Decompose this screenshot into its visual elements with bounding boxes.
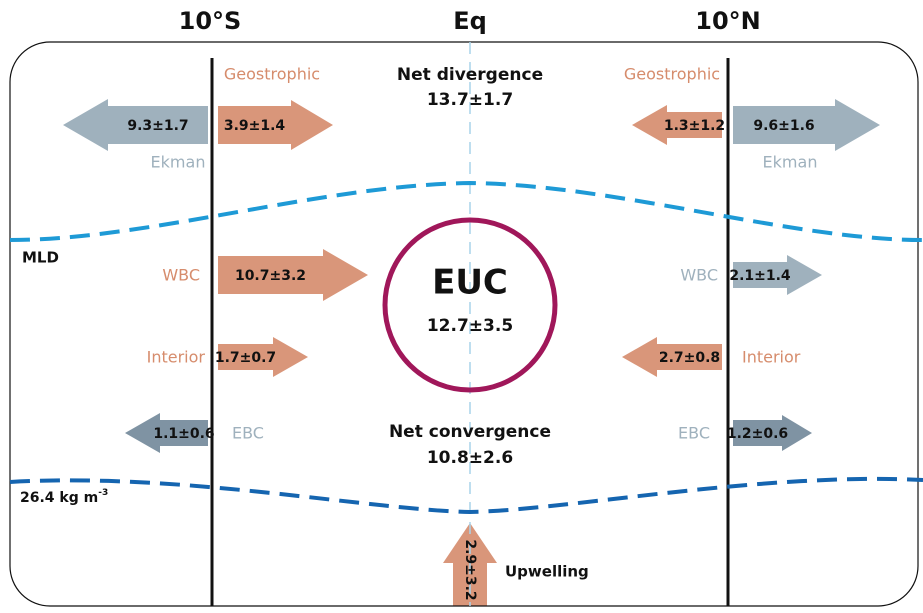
arrows: 9.3±1.7 3.9±1.4 1.3±1.2 9.6±1.6 10.7±3.2 2.1±… [63, 99, 880, 606]
flow-arrow [218, 337, 308, 377]
flow-arrow [218, 249, 368, 301]
mld-label: MLD [22, 249, 59, 267]
euc-label: EUC [432, 263, 508, 303]
euc-value: 12.7±3.5 [427, 316, 513, 336]
convergence-label: Net convergence [389, 422, 551, 442]
flow-label: Geostrophic [624, 65, 720, 84]
flow-value: 10.7±3.2 [235, 268, 306, 284]
flow-arrow [733, 415, 812, 451]
flow-value: 2.7±0.8 [659, 350, 720, 366]
flow-label: Ekman [763, 153, 818, 172]
isopycnal-exponent: -3 [98, 488, 108, 498]
flow-label: Geostrophic [224, 65, 320, 84]
lat-label: 10°S [179, 7, 242, 35]
isopycnal-label: 26.4 kg m-3 [20, 488, 108, 507]
frame [9, 41, 919, 607]
flow-arrow [632, 105, 722, 145]
divergence-label: Net divergence [397, 65, 543, 85]
flow-arrow [733, 255, 822, 295]
flow-value: 1.3±1.2 [664, 118, 725, 134]
flow-label: EBC [232, 424, 264, 443]
isopycnal-curve [9, 476, 923, 515]
upwelling-value: 2.9±3.2 [462, 539, 478, 600]
euc-circle [382, 217, 558, 393]
flow-label: Interior [147, 348, 206, 367]
divergence-value: 13.7±1.7 [427, 90, 513, 110]
flow-value: 1.1±0.6 [153, 426, 214, 442]
isopycnal-text: 26.4 kg m [20, 490, 98, 506]
flow-arrow [733, 99, 880, 151]
flow-value: 3.9±1.4 [224, 118, 286, 134]
flow-value: 1.2±0.6 [727, 426, 788, 442]
flow-arrow [125, 413, 208, 453]
flow-arrow [218, 100, 333, 150]
flow-value: 2.1±1.4 [729, 268, 791, 284]
lat-label: Eq [453, 7, 487, 35]
upwelling-label: Upwelling [505, 563, 589, 581]
flow-label: Interior [742, 348, 801, 367]
flow-arrow [63, 99, 208, 151]
mld-curve [9, 180, 923, 242]
lat-label: 10°N [695, 7, 760, 35]
convergence-value: 10.8±2.6 [427, 448, 513, 468]
flow-label: Ekman [151, 153, 206, 172]
flow-arrow [622, 337, 722, 377]
flow-value: 9.3±1.7 [127, 118, 188, 134]
flow-label: WBC [680, 266, 718, 285]
flow-value: 1.7±0.7 [215, 350, 276, 366]
flow-label: EBC [678, 424, 710, 443]
flow-value: 9.6±1.6 [753, 118, 814, 134]
flow-label: WBC [162, 266, 200, 285]
